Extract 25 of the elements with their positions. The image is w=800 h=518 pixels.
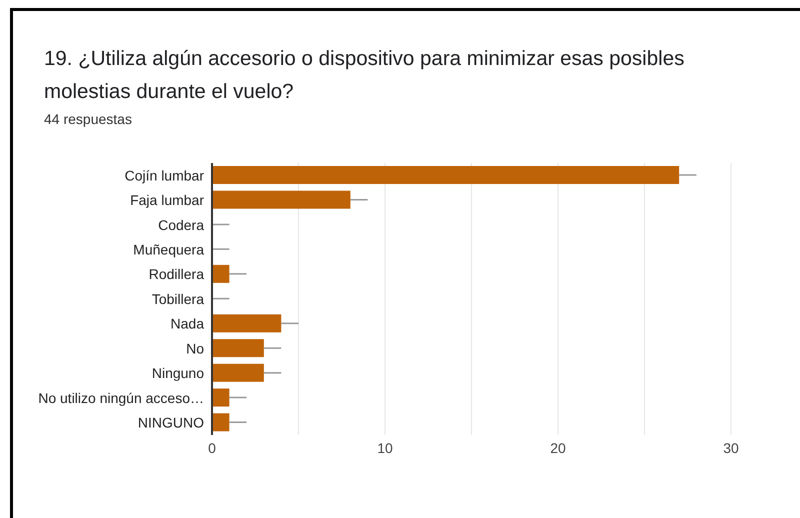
y-tick-label: Rodillera (148, 266, 204, 282)
bar (212, 264, 230, 283)
bar (212, 339, 264, 358)
y-tick-label: Nada (170, 316, 204, 332)
bar (212, 388, 230, 407)
bar (212, 413, 230, 432)
bar (212, 314, 282, 332)
y-tick-label: Muñequera (133, 242, 204, 258)
y-tick-label: Cojín lumbar (124, 167, 204, 184)
y-tick-label: Ninguno (152, 365, 204, 382)
chart-title: 19. ¿Utiliza algún accesorio o dispositivo para minimizar esas posibles molestias durante el vuelo? (44, 46, 686, 105)
y-tick-label: No utilizo ningún acceso… (38, 390, 204, 406)
y-tick-label: Codera (158, 216, 204, 233)
text: 44 respuestas (44, 111, 132, 127)
y-tick-label: Tobillera (152, 290, 204, 307)
bar (212, 364, 264, 382)
y-tick-label: NINGUNO (138, 414, 204, 431)
x-tick-label: 10 (377, 440, 393, 456)
x-tick-label: 20 (550, 440, 566, 456)
x-tick-label: 0 (208, 440, 216, 456)
bar (212, 190, 350, 209)
y-tick-label: No (186, 340, 204, 356)
x-tick-label: 30 (723, 440, 739, 456)
bar (212, 166, 680, 184)
y-tick-label: Faja lumbar (130, 192, 204, 208)
